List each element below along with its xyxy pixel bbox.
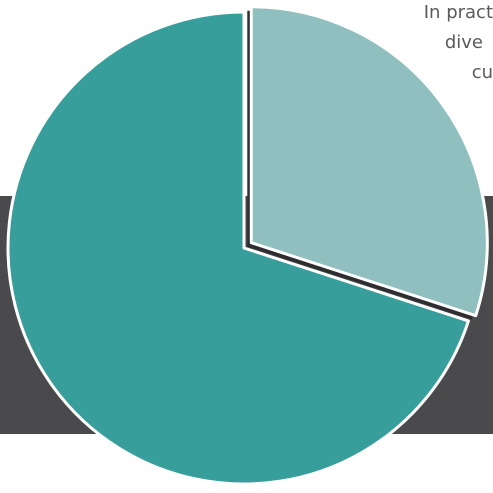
caption-line-2: dive [444,32,483,53]
caption-line-3: cu [471,62,493,83]
pie-slice-1 [249,5,489,318]
pie-slice-2 [6,10,470,486]
caption-text: In pract dive cu [353,0,493,88]
caption-line-1: In pract [423,2,493,23]
